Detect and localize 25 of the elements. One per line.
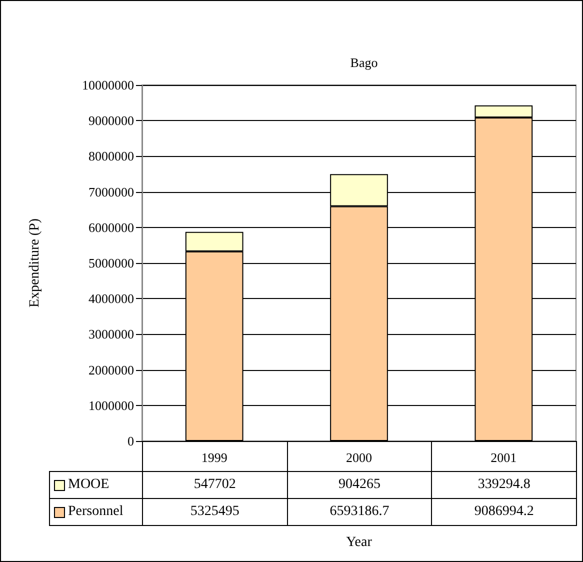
y-tick-label: 8000000 — [88, 148, 134, 164]
y-tick-label: 1000000 — [88, 398, 134, 413]
y-tick-label: 10000000 — [82, 78, 134, 92]
y-tick-label: 6000000 — [88, 220, 134, 235]
data-label: 547702 — [194, 477, 236, 493]
chart-title: Bago — [350, 55, 378, 70]
y-tick-label: 4000000 — [88, 291, 134, 306]
data-label: 6593186.7 — [330, 504, 390, 520]
data-label: 5325495 — [190, 504, 240, 520]
y-tick-label: 7000000 — [88, 184, 134, 200]
legend-label: MOOE — [68, 477, 110, 493]
x-axis-title: Year — [345, 535, 373, 551]
y-tick-label: 5000000 — [88, 256, 134, 270]
x-tick-label: 2000 — [346, 450, 372, 465]
y-tick-label: 0 — [128, 434, 134, 448]
y-axis-title: Expenditure (P) — [28, 218, 42, 308]
y-tick-label: 2000000 — [88, 362, 134, 378]
data-label: 339294.8 — [478, 477, 530, 493]
x-tick-label: 2001 — [490, 450, 517, 465]
legend-label: Personnel — [68, 504, 124, 520]
y-tick-label: 3000000 — [88, 326, 134, 342]
y-tick-label: 9000000 — [88, 113, 134, 128]
x-tick-label: 1999 — [201, 450, 228, 465]
data-label: 904265 — [338, 477, 380, 493]
data-label: 9086994.2 — [474, 504, 534, 520]
